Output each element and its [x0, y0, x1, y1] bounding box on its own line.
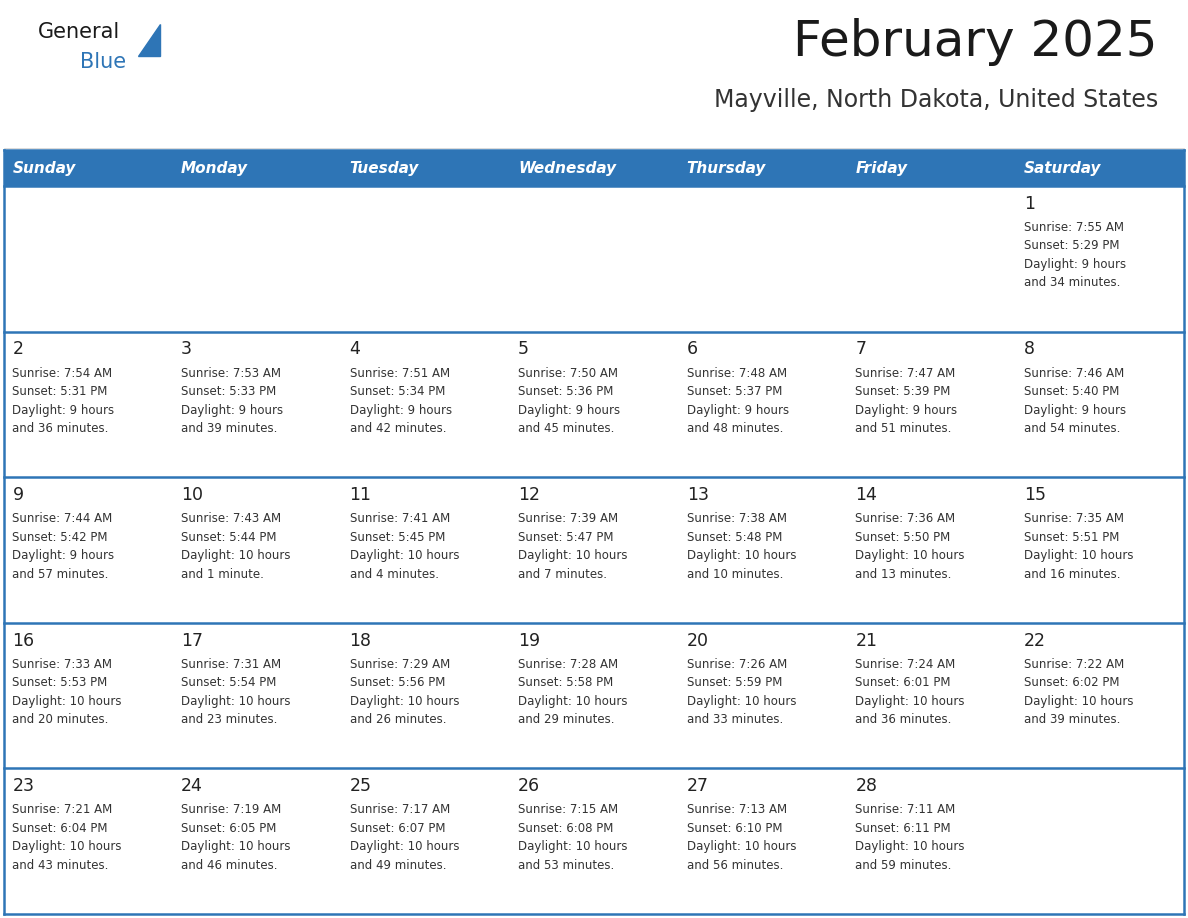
Text: Sunrise: 7:38 AM
Sunset: 5:48 PM
Daylight: 10 hours
and 10 minutes.: Sunrise: 7:38 AM Sunset: 5:48 PM Dayligh…: [687, 512, 796, 581]
Text: Sunrise: 7:15 AM
Sunset: 6:08 PM
Daylight: 10 hours
and 53 minutes.: Sunrise: 7:15 AM Sunset: 6:08 PM Dayligh…: [518, 803, 627, 872]
Text: Sunrise: 7:48 AM
Sunset: 5:37 PM
Daylight: 9 hours
and 48 minutes.: Sunrise: 7:48 AM Sunset: 5:37 PM Dayligh…: [687, 366, 789, 435]
Text: 16: 16: [12, 632, 34, 650]
Text: 23: 23: [12, 778, 34, 795]
Text: Tuesday: Tuesday: [349, 161, 419, 175]
Text: 4: 4: [349, 341, 360, 358]
Text: 25: 25: [349, 778, 372, 795]
Bar: [4, 622, 1184, 768]
Text: 3: 3: [181, 341, 192, 358]
Text: Saturday: Saturday: [1024, 161, 1101, 175]
Text: Sunrise: 7:46 AM
Sunset: 5:40 PM
Daylight: 9 hours
and 54 minutes.: Sunrise: 7:46 AM Sunset: 5:40 PM Dayligh…: [1024, 366, 1126, 435]
Polygon shape: [138, 24, 160, 56]
Text: 12: 12: [518, 486, 541, 504]
Text: 27: 27: [687, 778, 709, 795]
Text: General: General: [38, 22, 120, 42]
Text: Sunrise: 7:43 AM
Sunset: 5:44 PM
Daylight: 10 hours
and 1 minute.: Sunrise: 7:43 AM Sunset: 5:44 PM Dayligh…: [181, 512, 291, 581]
Text: 8: 8: [1024, 341, 1035, 358]
Text: Sunrise: 7:29 AM
Sunset: 5:56 PM
Daylight: 10 hours
and 26 minutes.: Sunrise: 7:29 AM Sunset: 5:56 PM Dayligh…: [349, 657, 459, 726]
Bar: [4, 768, 1184, 914]
Text: Sunrise: 7:28 AM
Sunset: 5:58 PM
Daylight: 10 hours
and 29 minutes.: Sunrise: 7:28 AM Sunset: 5:58 PM Dayligh…: [518, 657, 627, 726]
Text: 15: 15: [1024, 486, 1045, 504]
Text: Sunrise: 7:26 AM
Sunset: 5:59 PM
Daylight: 10 hours
and 33 minutes.: Sunrise: 7:26 AM Sunset: 5:59 PM Dayligh…: [687, 657, 796, 726]
Text: Sunrise: 7:35 AM
Sunset: 5:51 PM
Daylight: 10 hours
and 16 minutes.: Sunrise: 7:35 AM Sunset: 5:51 PM Dayligh…: [1024, 512, 1133, 581]
Text: 9: 9: [12, 486, 24, 504]
Text: February 2025: February 2025: [794, 18, 1158, 66]
Text: Sunrise: 7:39 AM
Sunset: 5:47 PM
Daylight: 10 hours
and 7 minutes.: Sunrise: 7:39 AM Sunset: 5:47 PM Dayligh…: [518, 512, 627, 581]
Text: 13: 13: [687, 486, 709, 504]
Text: 28: 28: [855, 778, 877, 795]
Text: Sunrise: 7:51 AM
Sunset: 5:34 PM
Daylight: 9 hours
and 42 minutes.: Sunrise: 7:51 AM Sunset: 5:34 PM Dayligh…: [349, 366, 451, 435]
Text: Sunrise: 7:54 AM
Sunset: 5:31 PM
Daylight: 9 hours
and 36 minutes.: Sunrise: 7:54 AM Sunset: 5:31 PM Dayligh…: [12, 366, 114, 435]
Text: 26: 26: [518, 778, 541, 795]
Text: Mayville, North Dakota, United States: Mayville, North Dakota, United States: [714, 88, 1158, 112]
Text: Sunrise: 7:11 AM
Sunset: 6:11 PM
Daylight: 10 hours
and 59 minutes.: Sunrise: 7:11 AM Sunset: 6:11 PM Dayligh…: [855, 803, 965, 872]
Text: Sunrise: 7:21 AM
Sunset: 6:04 PM
Daylight: 10 hours
and 43 minutes.: Sunrise: 7:21 AM Sunset: 6:04 PM Dayligh…: [12, 803, 122, 872]
Bar: [4, 186, 1184, 331]
Text: 5: 5: [518, 341, 529, 358]
Text: Sunrise: 7:36 AM
Sunset: 5:50 PM
Daylight: 10 hours
and 13 minutes.: Sunrise: 7:36 AM Sunset: 5:50 PM Dayligh…: [855, 512, 965, 581]
Text: Sunrise: 7:22 AM
Sunset: 6:02 PM
Daylight: 10 hours
and 39 minutes.: Sunrise: 7:22 AM Sunset: 6:02 PM Dayligh…: [1024, 657, 1133, 726]
Text: Sunrise: 7:44 AM
Sunset: 5:42 PM
Daylight: 9 hours
and 57 minutes.: Sunrise: 7:44 AM Sunset: 5:42 PM Dayligh…: [12, 512, 114, 581]
Text: Sunrise: 7:47 AM
Sunset: 5:39 PM
Daylight: 9 hours
and 51 minutes.: Sunrise: 7:47 AM Sunset: 5:39 PM Dayligh…: [855, 366, 958, 435]
Text: 21: 21: [855, 632, 877, 650]
Text: Sunrise: 7:13 AM
Sunset: 6:10 PM
Daylight: 10 hours
and 56 minutes.: Sunrise: 7:13 AM Sunset: 6:10 PM Dayligh…: [687, 803, 796, 872]
Text: 10: 10: [181, 486, 203, 504]
Text: 19: 19: [518, 632, 541, 650]
Text: Sunrise: 7:17 AM
Sunset: 6:07 PM
Daylight: 10 hours
and 49 minutes.: Sunrise: 7:17 AM Sunset: 6:07 PM Dayligh…: [349, 803, 459, 872]
Text: 20: 20: [687, 632, 709, 650]
Text: Sunrise: 7:50 AM
Sunset: 5:36 PM
Daylight: 9 hours
and 45 minutes.: Sunrise: 7:50 AM Sunset: 5:36 PM Dayligh…: [518, 366, 620, 435]
Bar: [4, 150, 1184, 186]
Text: Sunrise: 7:19 AM
Sunset: 6:05 PM
Daylight: 10 hours
and 46 minutes.: Sunrise: 7:19 AM Sunset: 6:05 PM Dayligh…: [181, 803, 291, 872]
Text: Blue: Blue: [80, 52, 126, 72]
Text: 1: 1: [1024, 195, 1035, 213]
Text: 24: 24: [181, 778, 203, 795]
Text: 22: 22: [1024, 632, 1045, 650]
Text: 11: 11: [349, 486, 372, 504]
Text: 2: 2: [12, 341, 24, 358]
Text: 14: 14: [855, 486, 877, 504]
Text: Thursday: Thursday: [687, 161, 766, 175]
Text: Wednesday: Wednesday: [518, 161, 617, 175]
Text: Sunrise: 7:33 AM
Sunset: 5:53 PM
Daylight: 10 hours
and 20 minutes.: Sunrise: 7:33 AM Sunset: 5:53 PM Dayligh…: [12, 657, 122, 726]
Text: Monday: Monday: [181, 161, 248, 175]
Text: Sunrise: 7:53 AM
Sunset: 5:33 PM
Daylight: 9 hours
and 39 minutes.: Sunrise: 7:53 AM Sunset: 5:33 PM Dayligh…: [181, 366, 283, 435]
Bar: [4, 331, 1184, 477]
Text: Friday: Friday: [855, 161, 908, 175]
Text: 18: 18: [349, 632, 372, 650]
Text: Sunrise: 7:31 AM
Sunset: 5:54 PM
Daylight: 10 hours
and 23 minutes.: Sunrise: 7:31 AM Sunset: 5:54 PM Dayligh…: [181, 657, 291, 726]
Text: 6: 6: [687, 341, 697, 358]
Bar: [4, 477, 1184, 622]
Text: Sunrise: 7:55 AM
Sunset: 5:29 PM
Daylight: 9 hours
and 34 minutes.: Sunrise: 7:55 AM Sunset: 5:29 PM Dayligh…: [1024, 221, 1126, 289]
Text: 7: 7: [855, 341, 866, 358]
Text: 17: 17: [181, 632, 203, 650]
Text: Sunday: Sunday: [12, 161, 76, 175]
Text: Sunrise: 7:41 AM
Sunset: 5:45 PM
Daylight: 10 hours
and 4 minutes.: Sunrise: 7:41 AM Sunset: 5:45 PM Dayligh…: [349, 512, 459, 581]
Text: Sunrise: 7:24 AM
Sunset: 6:01 PM
Daylight: 10 hours
and 36 minutes.: Sunrise: 7:24 AM Sunset: 6:01 PM Dayligh…: [855, 657, 965, 726]
